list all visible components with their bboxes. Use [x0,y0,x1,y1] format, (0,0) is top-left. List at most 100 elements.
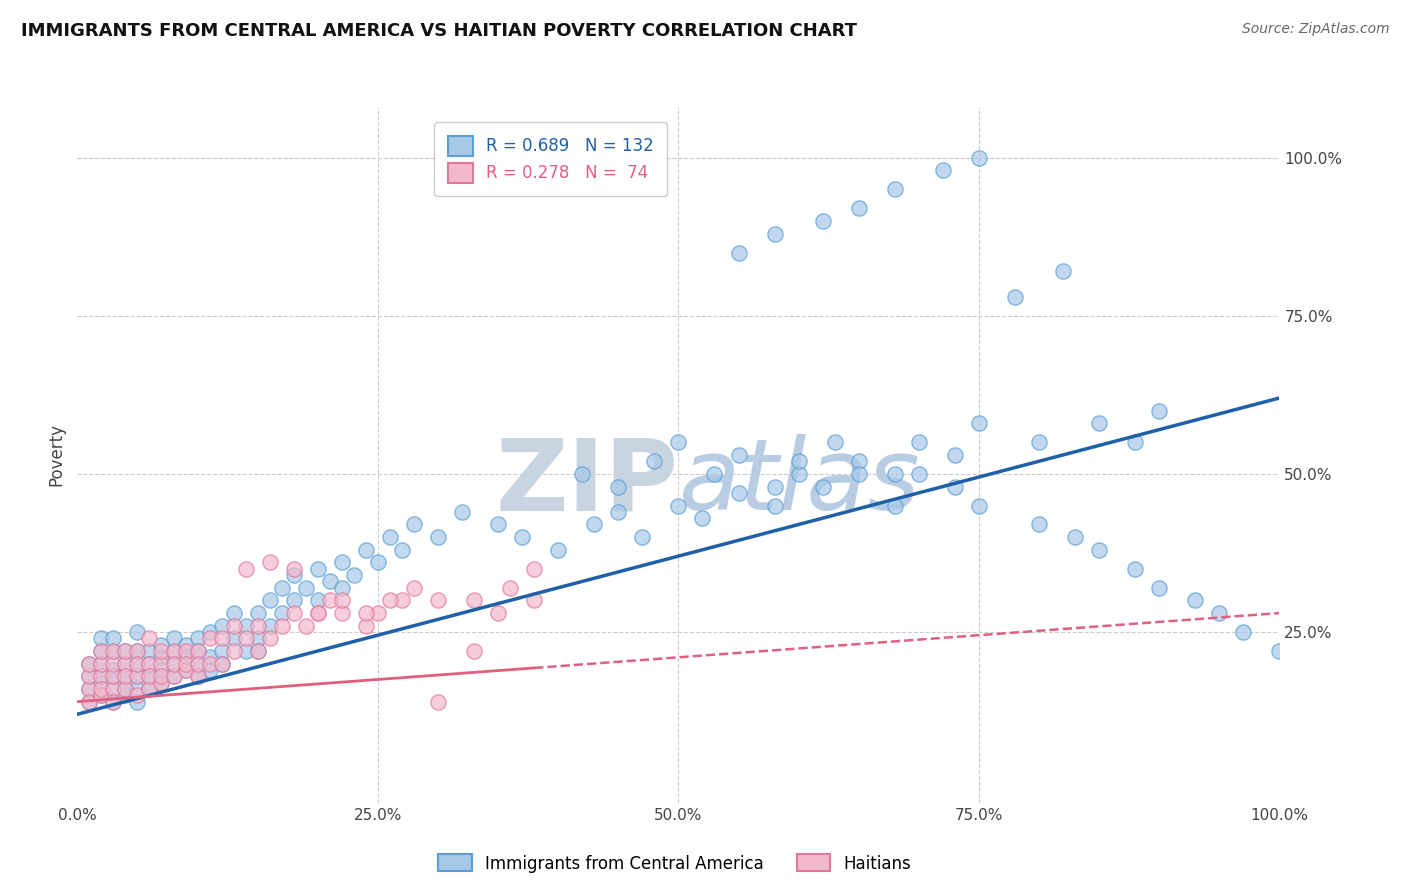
Point [138,681,160,696]
Text: ZIP: ZIP [495,434,679,532]
Point [848,454,870,468]
Point [90,657,112,671]
Point [246,618,269,632]
Point [319,593,342,607]
Point [270,581,292,595]
Point [427,530,450,544]
Point [211,632,233,646]
Point [378,530,401,544]
Point [883,182,905,196]
Point [571,467,593,481]
Point [174,657,197,671]
Point [138,644,160,658]
Point [222,606,245,620]
Point [307,562,329,576]
Point [174,650,197,665]
Point [114,688,136,702]
Legend: Immigrants from Central America, Haitians: Immigrants from Central America, Haitian… [432,847,918,880]
Point [354,542,377,557]
Point [174,638,197,652]
Point [127,688,149,702]
Point [138,657,160,671]
Point [259,632,281,646]
Point [90,644,112,658]
Point [127,644,149,658]
Point [114,657,136,671]
Point [79,657,101,671]
Point [692,511,714,525]
Point [402,517,425,532]
Point [103,657,125,671]
Point [283,593,305,607]
Point [246,632,269,646]
Point [330,593,353,607]
Point [187,644,209,658]
Point [1149,581,1171,595]
Point [908,435,931,450]
Point [607,479,630,493]
Point [1123,562,1146,576]
Point [162,644,184,658]
Point [127,625,149,640]
Point [150,638,173,652]
Point [150,669,173,683]
Point [787,454,810,468]
Point [307,593,329,607]
Point [198,625,221,640]
Point [174,663,197,677]
Text: IMMIGRANTS FROM CENTRAL AMERICA VS HAITIAN POVERTY CORRELATION CHART: IMMIGRANTS FROM CENTRAL AMERICA VS HAITI… [21,22,858,40]
Point [127,681,149,696]
Point [90,688,112,702]
Point [451,505,474,519]
Point [330,556,353,570]
Point [367,606,389,620]
Point [138,657,160,671]
Point [174,644,197,658]
Point [187,657,209,671]
Point [114,669,136,683]
Point [932,163,955,178]
Point [150,675,173,690]
Point [211,644,233,658]
Point [114,657,136,671]
Point [246,606,269,620]
Point [354,606,377,620]
Point [1149,403,1171,417]
Point [283,562,305,576]
Point [90,681,112,696]
Point [187,669,209,683]
Point [138,669,160,683]
Point [138,681,160,696]
Point [763,499,786,513]
Point [967,499,990,513]
Point [150,657,173,671]
Point [162,669,184,683]
Point [811,214,834,228]
Point [378,593,401,607]
Point [150,650,173,665]
Point [90,675,112,690]
Point [1232,625,1254,640]
Legend: R = 0.689   N = 132, R = 0.278   N =  74: R = 0.689 N = 132, R = 0.278 N = 74 [434,122,666,196]
Point [90,657,112,671]
Point [90,669,112,683]
Point [235,562,257,576]
Point [150,675,173,690]
Point [198,663,221,677]
Point [79,669,101,683]
Point [270,618,292,632]
Point [222,632,245,646]
Point [114,681,136,696]
Point [246,644,269,658]
Point [211,657,233,671]
Point [162,644,184,658]
Point [727,448,749,462]
Point [259,593,281,607]
Point [162,669,184,683]
Point [307,606,329,620]
Point [402,581,425,595]
Y-axis label: Poverty: Poverty [48,424,66,486]
Point [79,681,101,696]
Point [150,644,173,658]
Point [79,695,101,709]
